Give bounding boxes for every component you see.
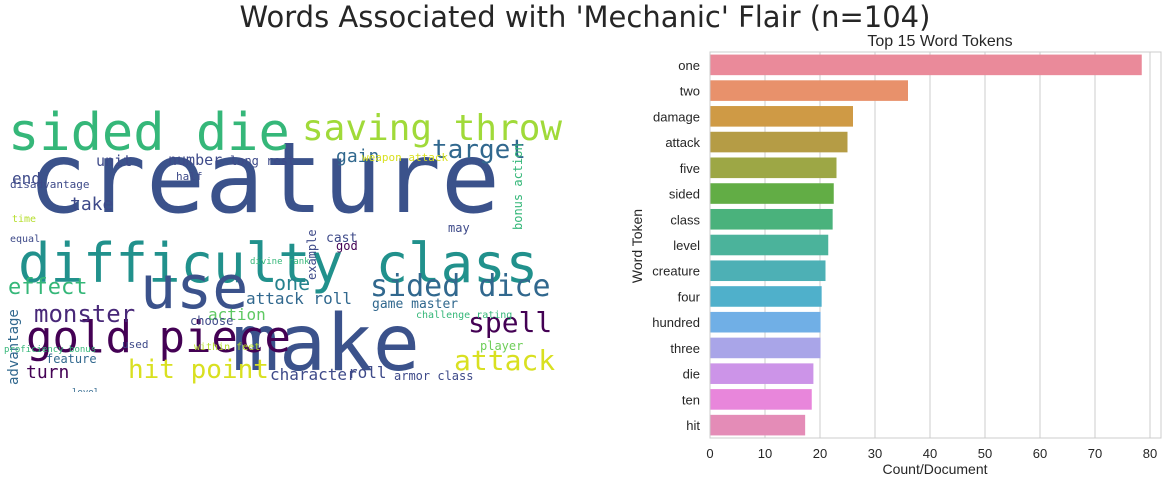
bar-chart: Top 15 Word Tokens Word Token Count/Docu… bbox=[629, 33, 1162, 477]
cloud-word: weapon attack bbox=[362, 151, 448, 164]
cloud-word: example bbox=[305, 229, 319, 280]
x-tick-label: 30 bbox=[868, 446, 882, 461]
bar-three bbox=[710, 337, 821, 359]
cloud-word: proficiency bonus bbox=[4, 345, 96, 355]
y-tick-label: creature bbox=[652, 264, 700, 279]
cloud-word: effect bbox=[8, 275, 87, 300]
cloud-word: advantage bbox=[6, 309, 22, 385]
cloud-word: take bbox=[70, 194, 113, 215]
bar-attack bbox=[710, 131, 848, 153]
x-tick-label: 20 bbox=[813, 446, 827, 461]
cloud-word: gold piece bbox=[26, 312, 291, 363]
bar-chart-title: Top 15 Word Tokens bbox=[867, 33, 1012, 50]
x-tick-label: 50 bbox=[978, 446, 992, 461]
cloud-word: god bbox=[336, 239, 358, 253]
y-tick-label: five bbox=[680, 161, 700, 176]
y-tick-label: attack bbox=[665, 135, 700, 150]
x-axis-label: Count/Document bbox=[882, 461, 987, 477]
cloud-word: character bbox=[270, 365, 357, 384]
y-tick-label: ten bbox=[682, 392, 700, 407]
y-tick-label: three bbox=[670, 341, 700, 356]
bar-level bbox=[710, 234, 829, 256]
cloud-word: player bbox=[480, 339, 523, 353]
cloud-word: used bbox=[122, 338, 149, 351]
cloud-word: saving throw bbox=[302, 108, 562, 149]
x-tick-label: 0 bbox=[706, 446, 713, 461]
y-tick-label: hit bbox=[686, 418, 700, 433]
cloud-word: difficulty class bbox=[18, 232, 538, 295]
cloud-word: roll bbox=[348, 363, 387, 382]
cloud-word: long rest bbox=[230, 154, 295, 168]
cloud-word: monster bbox=[34, 300, 135, 328]
cloud-word: gain bbox=[336, 146, 379, 167]
x-tick-label: 80 bbox=[1143, 446, 1157, 461]
cloud-word: within feet bbox=[194, 342, 260, 353]
cloud-word: divine rank bbox=[250, 257, 310, 267]
cloud-word: turn bbox=[26, 362, 69, 383]
bar-two bbox=[710, 80, 908, 101]
bar-sided bbox=[710, 183, 834, 204]
y-tick-label: damage bbox=[653, 109, 700, 124]
y-tick-label: two bbox=[680, 84, 700, 99]
bar-one bbox=[710, 54, 1142, 76]
cloud-word: make bbox=[232, 299, 420, 389]
cloud-word: feature bbox=[46, 352, 97, 366]
bar-class bbox=[710, 208, 833, 230]
cloud-word: choose bbox=[190, 314, 233, 328]
cloud-word: challenge rating bbox=[416, 310, 512, 321]
bar-four bbox=[710, 286, 822, 307]
x-tick-label: 10 bbox=[758, 446, 772, 461]
cloud-word: target bbox=[432, 135, 526, 165]
cloud-word: half bbox=[176, 170, 203, 183]
cloud-word: one bbox=[274, 271, 310, 295]
cloud-word: spell bbox=[468, 306, 552, 339]
plot-frame bbox=[709, 51, 1162, 439]
cloud-word: armor class bbox=[394, 369, 473, 383]
cloud-word: end bbox=[12, 169, 41, 188]
cloud-word: use bbox=[140, 253, 248, 323]
cloud-word: creature bbox=[28, 122, 500, 236]
cloud-word: sided dice bbox=[370, 269, 551, 304]
y-tick-label: class bbox=[670, 212, 700, 227]
cloud-word: may bbox=[448, 221, 470, 235]
bar-hit bbox=[710, 414, 806, 436]
figure-title: Words Associated with 'Mechanic' Flair (… bbox=[239, 0, 931, 34]
bar-damage bbox=[710, 106, 853, 127]
cloud-word: attack bbox=[454, 344, 555, 377]
y-tick-label: die bbox=[683, 367, 700, 382]
bar-hundred bbox=[710, 311, 821, 333]
cloud-word: game master bbox=[372, 297, 458, 312]
cloud-word: number bbox=[168, 151, 222, 169]
cloud-word: hit point bbox=[128, 355, 269, 385]
bar-die bbox=[710, 363, 814, 384]
x-tick-label: 40 bbox=[923, 446, 937, 461]
y-tick-label: sided bbox=[669, 187, 700, 202]
y-tick-label: hundred bbox=[652, 315, 700, 330]
cloud-word: time bbox=[12, 214, 36, 225]
y-tick-label: four bbox=[678, 289, 701, 304]
cloud-word: bonus action bbox=[511, 143, 525, 230]
cloud-word: action bbox=[208, 305, 266, 324]
x-tick-label: 70 bbox=[1088, 446, 1102, 461]
cloud-word: sided die bbox=[8, 103, 290, 163]
y-tick-label: one bbox=[678, 58, 700, 73]
cloud-word: attack roll bbox=[246, 289, 352, 308]
cloud-word: disadvantage bbox=[10, 178, 89, 191]
cloud-word: level bbox=[72, 388, 99, 392]
bar-five bbox=[710, 157, 837, 179]
cloud-word: cast bbox=[326, 231, 357, 246]
y-tick-label: level bbox=[673, 238, 700, 253]
cloud-word: unit bbox=[96, 152, 132, 170]
cloud-word: equal bbox=[10, 234, 40, 245]
bar-ten bbox=[710, 389, 812, 410]
y-axis-label: Word Token bbox=[629, 209, 645, 283]
bar-creature bbox=[710, 260, 826, 282]
x-tick-label: 60 bbox=[1033, 446, 1047, 461]
